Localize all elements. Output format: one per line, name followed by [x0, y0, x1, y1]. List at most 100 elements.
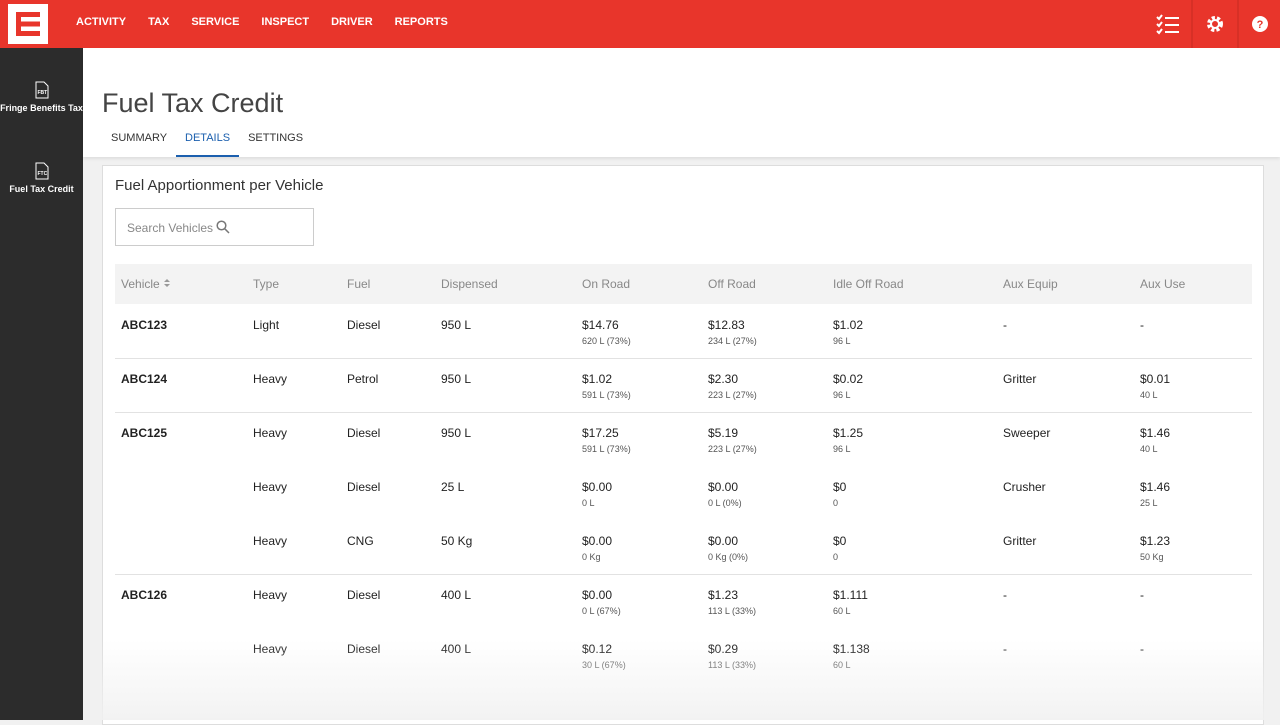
- tab[interactable]: SETTINGS: [248, 132, 304, 144]
- amount-cell: $0.02 96 L: [833, 372, 863, 400]
- amount: $1.46: [1140, 480, 1171, 494]
- sidebar-item[interactable]: FBT Fringe Benefits Tax: [0, 81, 83, 113]
- amount: $2.30: [708, 372, 739, 386]
- nav-item[interactable]: TAX: [148, 16, 170, 28]
- fade: [83, 640, 1280, 720]
- amount: $12.83: [708, 318, 745, 332]
- amount: $0: [833, 480, 847, 494]
- amount: $0.02: [833, 372, 864, 386]
- table-cell: 400 L: [441, 588, 472, 602]
- amount-detail: 96 L: [833, 444, 851, 454]
- table-cell: Diesel: [347, 318, 381, 332]
- amount-detail: 96 L: [833, 336, 851, 346]
- logo[interactable]: [8, 4, 48, 44]
- amount-detail: 25 L: [1140, 498, 1158, 508]
- vehicle-cell: ABC125: [121, 426, 168, 440]
- nav-item[interactable]: REPORTS: [394, 16, 448, 28]
- tab[interactable]: DETAILS: [176, 126, 240, 157]
- sidebar-icon-text: FTC: [37, 171, 48, 177]
- page-title: Fuel Tax Credit: [102, 88, 284, 118]
- amount-detail: 0 L: [582, 498, 595, 508]
- table-cell: Heavy: [253, 480, 288, 494]
- svg-text:?: ?: [1257, 19, 1264, 31]
- nav-item[interactable]: DRIVER: [331, 16, 373, 28]
- nav: ACTIVITY TAX SERVICE INSPECT DRIVER REPORTS: [76, 0, 448, 44]
- tab[interactable]: SUMMARY: [111, 132, 168, 144]
- amount-cell: $0.00 0 L (67%): [582, 588, 621, 616]
- amount-cell: $1.23 113 L (33%): [708, 588, 756, 616]
- vehicle-cell: ABC124: [121, 372, 168, 386]
- column-header: Aux Use: [1140, 277, 1186, 291]
- table-cell: Sweeper: [1003, 426, 1051, 440]
- table-cell: Heavy: [253, 534, 288, 548]
- tabs: SUMMARY DETAILS SETTINGS: [102, 126, 312, 157]
- vehicle-cell: ABC126: [121, 588, 168, 602]
- amount: $1.23: [1140, 534, 1171, 548]
- table-cell: 950 L: [441, 426, 472, 440]
- amount-detail: 0 L (0%): [708, 498, 742, 508]
- nav-item[interactable]: SERVICE: [191, 16, 240, 28]
- table-cell: -: [1140, 318, 1144, 332]
- amount-cell: $1.25 96 L: [833, 426, 863, 454]
- amount: $0.00: [582, 480, 613, 494]
- search-box[interactable]: Search Vehicles: [115, 208, 314, 246]
- table-cell: 50 Kg: [441, 534, 473, 548]
- column-header: Aux Equip: [1003, 277, 1058, 291]
- amount-detail: 0 Kg: [582, 552, 601, 562]
- sort-icon[interactable]: [163, 278, 171, 288]
- column-header: Off Road: [708, 277, 756, 291]
- amount-cell: $1.46 25 L: [1140, 480, 1170, 508]
- amount-detail: 0: [833, 498, 839, 508]
- amount: $0.00: [708, 534, 739, 548]
- table-cell: -: [1140, 588, 1144, 602]
- amount-cell: $12.83 234 L (27%): [708, 318, 757, 346]
- table-cell: -: [1003, 588, 1007, 602]
- column-header[interactable]: Vehicle: [121, 277, 171, 291]
- amount: $17.25: [582, 426, 619, 440]
- amount-detail: 96 L: [833, 390, 851, 400]
- amount: $0.01: [1140, 372, 1171, 386]
- sidebar-icon: FTC: [34, 162, 50, 180]
- table-cell: Diesel: [347, 426, 381, 440]
- amount-cell: $0.00 0 Kg (0%): [708, 534, 748, 562]
- table-cell: Gritter: [1003, 372, 1037, 386]
- sidebar-label: Fringe Benefits Tax: [0, 103, 83, 113]
- table-cell: -: [1003, 318, 1007, 332]
- amount: $0.00: [708, 480, 739, 494]
- amount-detail: 620 L (73%): [582, 336, 631, 346]
- amount-cell: $0.00 0 L (0%): [708, 480, 742, 508]
- toolbar-icons[interactable]: ?: [1146, 0, 1280, 48]
- amount-detail: 60 L: [833, 606, 851, 616]
- doc-icon: [35, 81, 48, 99]
- page-header: Fuel Tax Credit SUMMARY DETAILS SETTINGS: [83, 48, 1280, 157]
- amount-detail: 591 L (73%): [582, 390, 631, 400]
- amount: $1.23: [708, 588, 739, 602]
- vehicle-cell: ABC123: [121, 318, 168, 332]
- table-cell: Gritter: [1003, 534, 1037, 548]
- amount-cell: $0.01 40 L: [1140, 372, 1170, 400]
- row-separator: [115, 358, 1252, 359]
- amount-detail: 40 L: [1140, 444, 1158, 454]
- nav-item[interactable]: INSPECT: [261, 16, 310, 28]
- table-cell: CNG: [347, 534, 374, 548]
- table-cell: 950 L: [441, 372, 472, 386]
- amount: $1.111: [833, 588, 868, 602]
- search-placeholder: Search Vehicles: [127, 221, 214, 235]
- amount-cell: $0.00 0 L: [582, 480, 612, 508]
- sidebar-item[interactable]: FTC Fuel Tax Credit: [0, 162, 83, 194]
- sidebar-icon: FBT: [34, 81, 50, 99]
- nav-item[interactable]: ACTIVITY: [76, 16, 127, 28]
- table-header: Vehicle Type Fuel Dispensed On Road Off Road…: [115, 264, 1252, 304]
- table-cell: Heavy: [253, 588, 288, 602]
- amount: $14.76: [582, 318, 619, 332]
- amount: $0.00: [582, 534, 613, 548]
- amount-cell: $1.02 96 L: [833, 318, 863, 346]
- amount-cell: $14.76 620 L (73%): [582, 318, 631, 346]
- column-header: Idle Off Road: [833, 277, 904, 291]
- table-cell: Crusher: [1003, 480, 1046, 494]
- table-cell: Light: [253, 318, 280, 332]
- amount: $1.25: [833, 426, 864, 440]
- amount-detail: 50 Kg: [1140, 552, 1164, 562]
- amount: $0: [833, 534, 847, 548]
- table-cell: 25 L: [441, 480, 465, 494]
